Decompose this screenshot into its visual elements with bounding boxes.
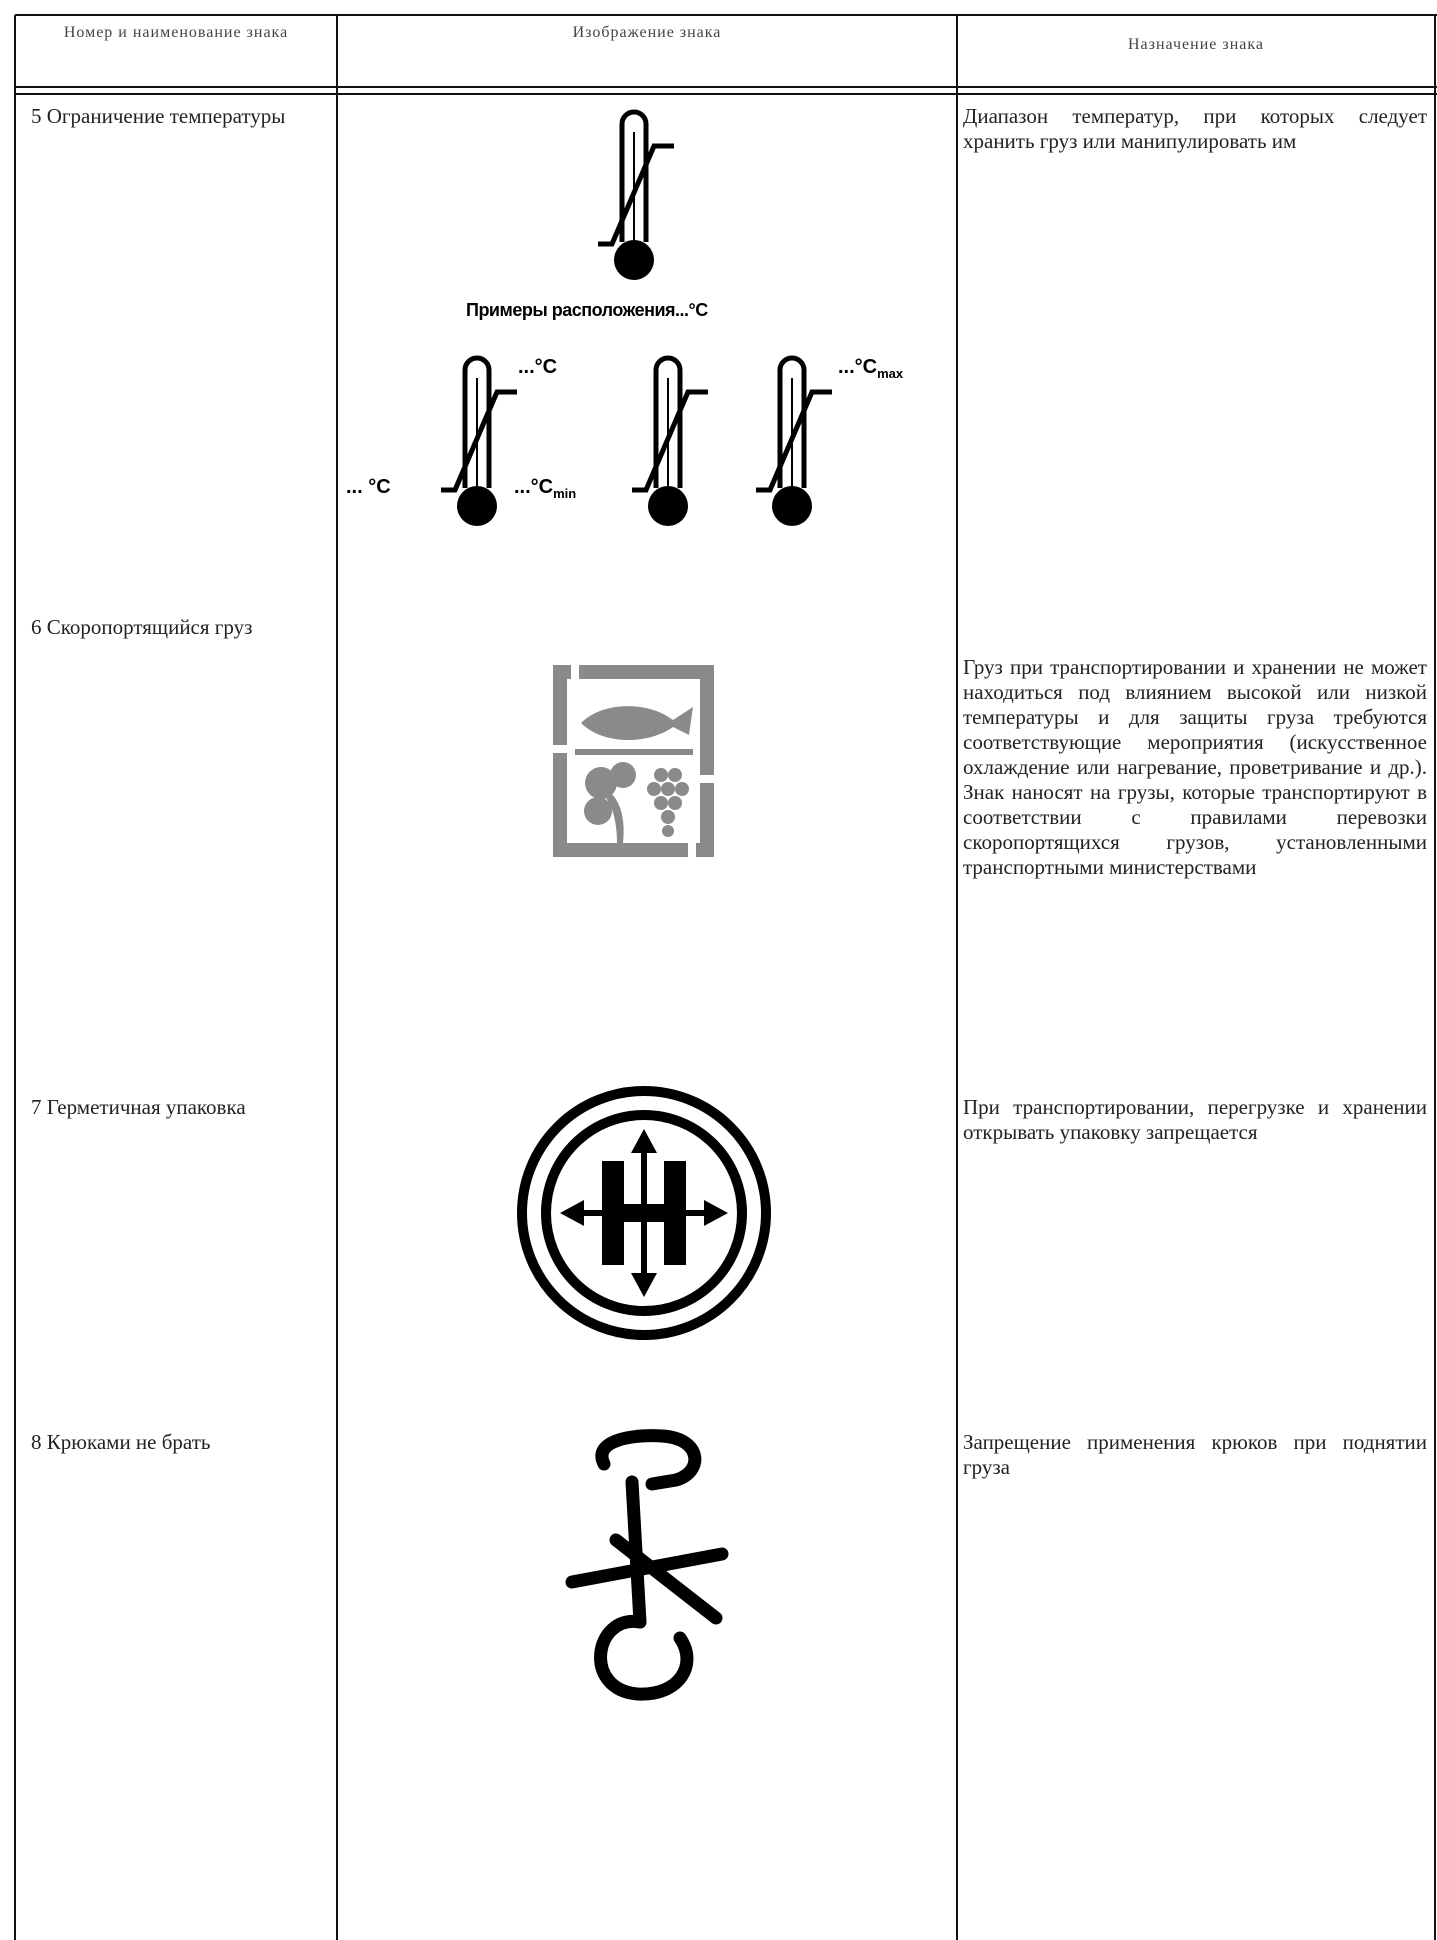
thermometer-icon [598, 112, 674, 280]
sign-name: 8 Крюками не брать [31, 1430, 211, 1454]
hermetic-icon [517, 1086, 771, 1340]
sign-name: 5 Ограничение температуры [31, 104, 286, 128]
perishable-icon [553, 665, 714, 857]
sign-description: Диапазон температур, при которых следует… [963, 104, 1427, 153]
sign-description: Запрещение применения крюков при подняти… [963, 1430, 1427, 1479]
sign-description: Груз при транспортировании и хранении не… [963, 655, 1427, 879]
sign-description: При транспортировании, перегрузке и хран… [963, 1095, 1427, 1144]
header-cell: Назначение знака [1128, 36, 1264, 53]
temp-label: ...°C [518, 356, 557, 379]
image-caption: Примеры расположения...°C [466, 300, 708, 320]
temp-label-sub: max [877, 366, 904, 381]
temp-label-text: ...°C [838, 356, 878, 378]
sign-name: 7 Герметичная упаковка [31, 1095, 246, 1119]
thermometer-icon [441, 358, 517, 526]
temp-label-text: ... °C [346, 476, 391, 498]
header-cell: Изображение знака [572, 24, 722, 41]
thermometer-icon [632, 358, 708, 526]
temp-label: ... °C [346, 476, 391, 499]
temp-label-sub: min [553, 486, 577, 501]
temp-label-text: ...°C [518, 356, 558, 378]
temp-label-text: ...°C [514, 476, 554, 498]
header-cell: Номер и наименование знака [63, 24, 289, 41]
hooks-icon [565, 1429, 729, 1701]
sign-name: 6 Скоропортящийся груз [31, 615, 253, 639]
temp-label: ...°Cmax [838, 356, 903, 381]
temp-label: ...°Cmin [514, 476, 576, 501]
thermometer-icon [756, 358, 832, 526]
